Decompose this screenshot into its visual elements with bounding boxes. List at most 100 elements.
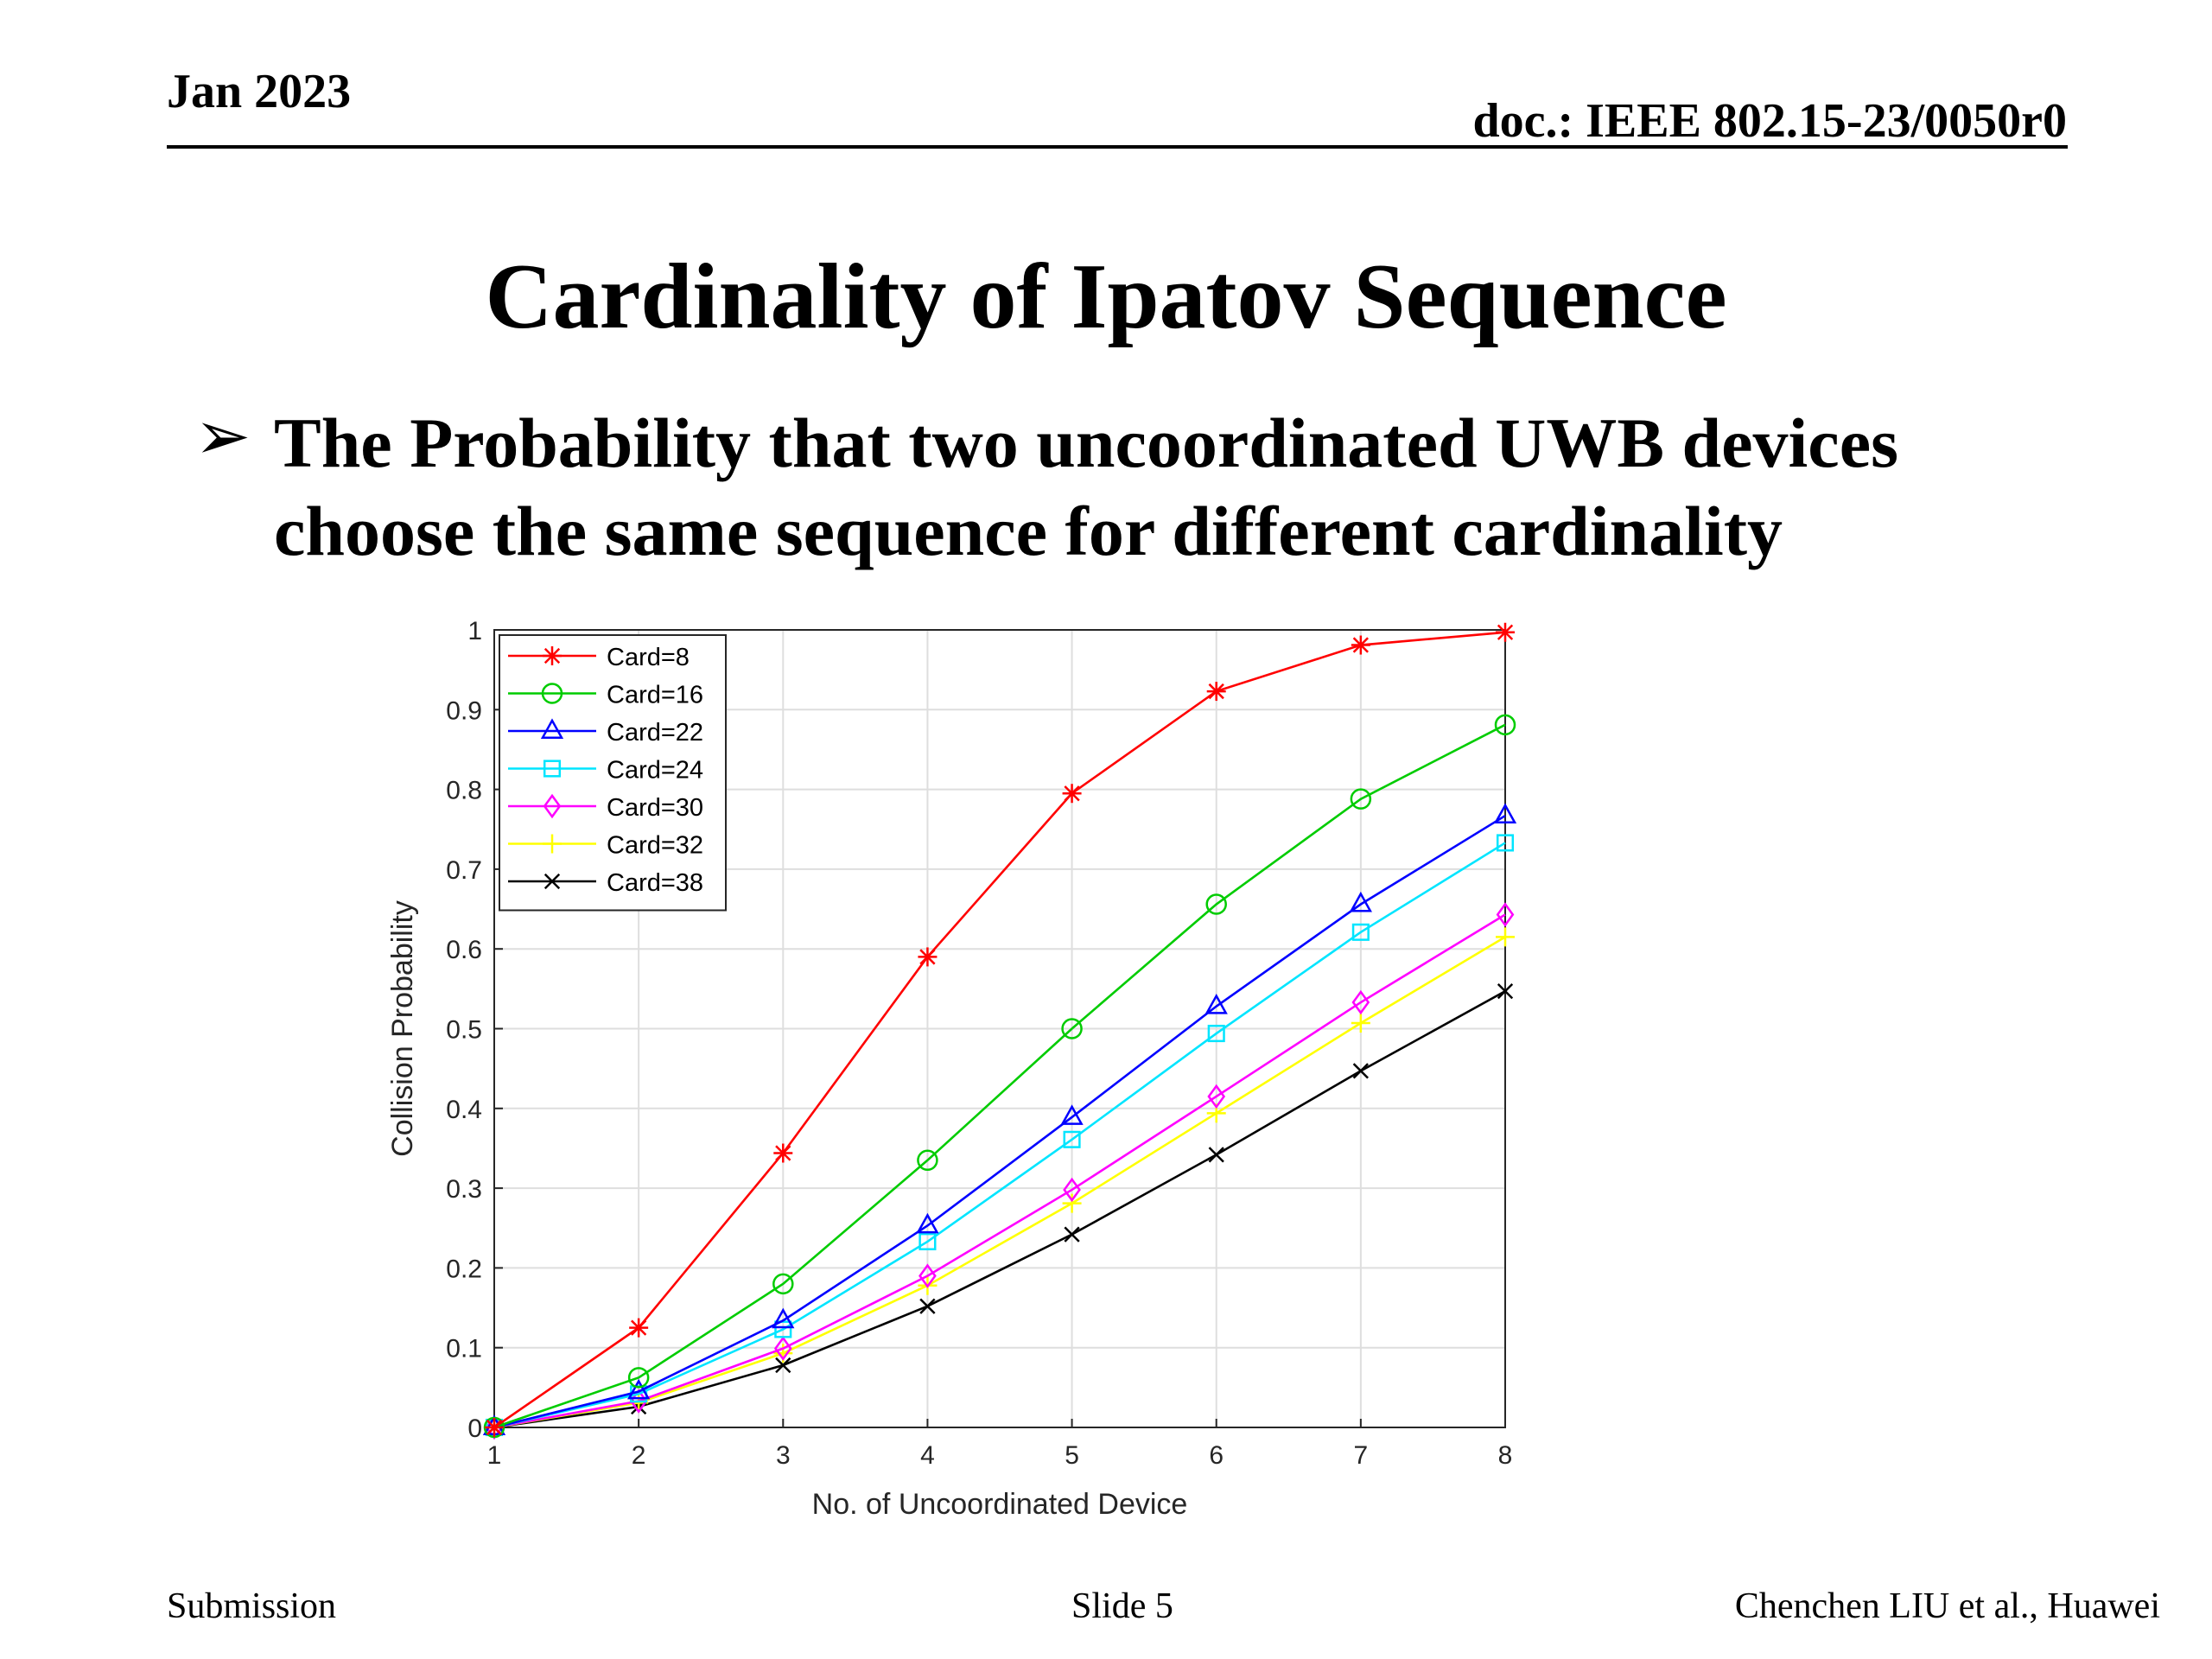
square-marker [918,1232,937,1250]
y-tick-label: 0.4 [446,1096,482,1124]
x-axis-label: No. of Uncoordinated Device [812,1488,1188,1521]
series-card-24 [485,834,1515,1437]
y-tick-label: 0.2 [446,1255,482,1283]
triangle-marker [1349,891,1372,912]
plus-marker [1351,1014,1370,1033]
y-tick-label: 0.5 [446,1016,482,1045]
legend-label: Card=24 [607,757,703,785]
square-marker [1063,1130,1081,1148]
series-line [493,631,1506,1429]
chart-container: 1 2 3 4 5 6 7 8 0 0.1 0.2 0.3 0.4 0.5 0.6 0.7 0.8 0.9 1 Ca… [363,605,1573,1542]
circle-marker [1494,714,1516,736]
series-line [493,989,1506,1429]
plus-marker [1496,927,1515,947]
triangle-marker [1205,993,1228,1014]
x-tick-label: 5 [1065,1441,1079,1470]
triangle-marker [540,718,564,739]
legend-item: Card=24 [508,757,703,785]
cross-marker [1208,1147,1224,1163]
slide-title: Cardinality of Ipatov Sequence [485,245,1727,348]
square-marker [543,760,562,778]
footer-slide-number: Slide 5 [1071,1586,1173,1626]
legend-label: Card=22 [607,719,703,747]
cross-marker [543,873,561,890]
asterisk-marker [1496,622,1515,642]
bullet-text: The Probability that two uncoordinated U… [274,404,1898,570]
legend-item: Card=32 [508,832,703,860]
legend-label: Card=38 [607,869,703,897]
circle-marker [1350,788,1372,810]
footer-submission: Submission [167,1586,337,1626]
circle-marker [917,1149,938,1172]
y-axis-label: Collision Probability [386,900,419,1157]
x-tick-label: 6 [1209,1441,1224,1470]
asterisk-marker [918,947,938,967]
series-line [493,723,1506,1429]
asterisk-marker [1062,784,1082,804]
footer-author: Chenchen LIU et al., Huawei [1734,1586,2160,1626]
series-line [493,842,1506,1429]
x-tick-label: 3 [776,1441,791,1470]
y-tick-label: 0.7 [446,856,482,885]
legend-item: Card=22 [508,718,703,747]
circle-marker [772,1273,794,1295]
tick-layer: 1 2 3 4 5 6 7 8 0 0.1 0.2 0.3 0.4 0.5 0.6 0.7 0.8 0.9 1 [446,617,1512,1470]
y-tick-label: 0.3 [446,1175,482,1204]
triangle-marker [627,1378,651,1400]
series-card-16 [483,714,1516,1439]
y-tick-label: 1 [467,617,482,645]
x-tick-label: 1 [487,1441,502,1470]
circle-marker [627,1367,650,1389]
legend-label: Card=30 [607,794,703,822]
cross-marker [919,1298,936,1314]
legend-label: Card=8 [607,644,690,671]
series-card-30 [485,902,1515,1440]
y-tick-label: 0.8 [446,777,482,805]
asterisk-marker [543,646,562,665]
legend-label: Card=32 [607,832,703,860]
triangle-marker [772,1307,795,1329]
collision-probability-chart: 1 2 3 4 5 6 7 8 0 0.1 0.2 0.3 0.4 0.5 0.6 0.7 0.8 0.9 1 Ca… [386,617,1517,1521]
series-line [493,936,1506,1429]
asterisk-marker [1351,635,1370,655]
circle-marker [541,683,563,704]
diamond-marker [918,1263,937,1288]
asterisk-marker [1206,682,1226,702]
y-tick-label: 0 [467,1414,482,1443]
plus-marker [1062,1193,1082,1213]
diamond-marker [1496,902,1515,927]
header-date: Jan 2023 [167,65,352,118]
series-line [493,913,1506,1429]
triangle-marker [1493,803,1517,824]
diamond-marker [543,793,562,819]
header-divider [167,145,2068,149]
header-doc-id: doc.: IEEE 802.15-23/0050r0 [1472,94,2067,148]
y-tick-label: 0.1 [446,1335,482,1363]
series-card-8 [485,622,1515,1437]
legend-box [499,634,727,912]
triangle-marker [1060,1104,1084,1125]
x-tick-label: 2 [632,1441,646,1470]
asterisk-marker [629,1318,649,1338]
series-layer [482,622,1517,1440]
triangle-marker [916,1212,939,1234]
asterisk-marker [773,1143,793,1163]
x-tick-label: 8 [1498,1441,1513,1470]
circle-marker [1061,1018,1083,1039]
legend-item: Card=38 [508,869,703,897]
cross-marker [1352,1063,1369,1079]
cross-marker [1064,1226,1080,1243]
square-marker [1207,1024,1225,1043]
legend: Card=8 Card=16 Card=22 Card=24 Card=30 Card=3… [499,634,727,912]
arrow-bullet-icon: ➢ [194,397,251,475]
y-tick-label: 0.6 [446,936,482,964]
diamond-marker [773,1336,792,1361]
diamond-marker [1063,1177,1081,1203]
square-marker [1351,923,1370,941]
x-tick-label: 4 [920,1441,935,1470]
diamond-marker [1351,989,1370,1015]
series-line [493,814,1506,1429]
legend-label: Card=16 [607,682,703,709]
cross-marker [775,1357,791,1374]
cross-marker [1497,982,1514,1000]
